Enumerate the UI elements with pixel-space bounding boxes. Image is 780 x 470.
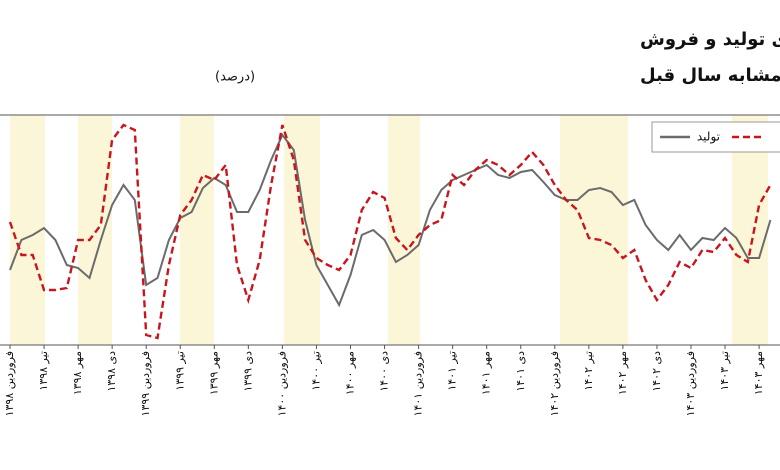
x-tick-label: فروردین ۱۴۰۱ bbox=[412, 351, 425, 416]
x-tick-label: تیر ۱۴۰۲ bbox=[582, 351, 595, 391]
x-tick-label: دی ۱۴۰۲ bbox=[650, 351, 663, 392]
x-tick-label: تیر ۱۴۰۰ bbox=[309, 351, 322, 391]
x-tick-label: فروردین ۱۴۰۲ bbox=[548, 351, 561, 416]
unit-note: (درصد) bbox=[215, 70, 255, 85]
x-tick-label: دی ۱۳۹۸ bbox=[105, 351, 118, 392]
legend-label: تولید bbox=[697, 130, 720, 145]
x-tick-label: مهر ۱۴۰۰ bbox=[344, 351, 357, 395]
x-tick-label: مهر ۱۳۹۸ bbox=[71, 351, 84, 395]
shade-band bbox=[180, 115, 214, 345]
x-tick-label: دی ۱۴۰۰ bbox=[378, 351, 391, 392]
x-tick-label: دی ۱۴۰۱ bbox=[514, 351, 527, 392]
chart-subtitle: فعالیت‌های صنعتی نسبت به دوره مشابه سال … bbox=[640, 65, 780, 86]
x-tick-label: مهر ۱۴۰۱ bbox=[480, 351, 493, 395]
x-tick-label: مهر ۱۳۹۹ bbox=[207, 351, 220, 395]
x-tick-label: مهر ۱۴۰۳ bbox=[752, 351, 765, 395]
shade-band bbox=[732, 115, 768, 345]
shade-band bbox=[78, 115, 112, 345]
x-tick-label: فروردین ۱۳۹۹ bbox=[139, 351, 152, 416]
x-tick-label: تیر ۱۳۹۸ bbox=[37, 351, 50, 391]
x-tick-label: دی ۱۳۹۹ bbox=[241, 351, 254, 392]
series-line bbox=[8, 123, 772, 340]
series-line bbox=[9, 133, 772, 308]
x-tick-label: فروردین ۱۴۰۳ bbox=[684, 351, 697, 416]
x-tick-label: فروردین ۱۳۹۸ bbox=[3, 351, 16, 416]
x-tick-label: تیر ۱۴۰۳ bbox=[718, 351, 731, 391]
shade-band bbox=[284, 115, 320, 345]
chart-title: نمودار رشد میانگین متحرک سه‌ماهه شاخص‌ها… bbox=[640, 28, 780, 50]
shade-band bbox=[560, 115, 628, 345]
x-tick-label: تیر ۱۴۰۱ bbox=[446, 351, 459, 391]
legend: تولید bbox=[651, 121, 780, 153]
x-tick-label: فروردین ۱۴۰۰ bbox=[275, 351, 288, 416]
x-tick-label: تیر ۱۳۹۹ bbox=[173, 351, 186, 391]
x-tick-label: مهر ۱۴۰۲ bbox=[616, 351, 629, 395]
